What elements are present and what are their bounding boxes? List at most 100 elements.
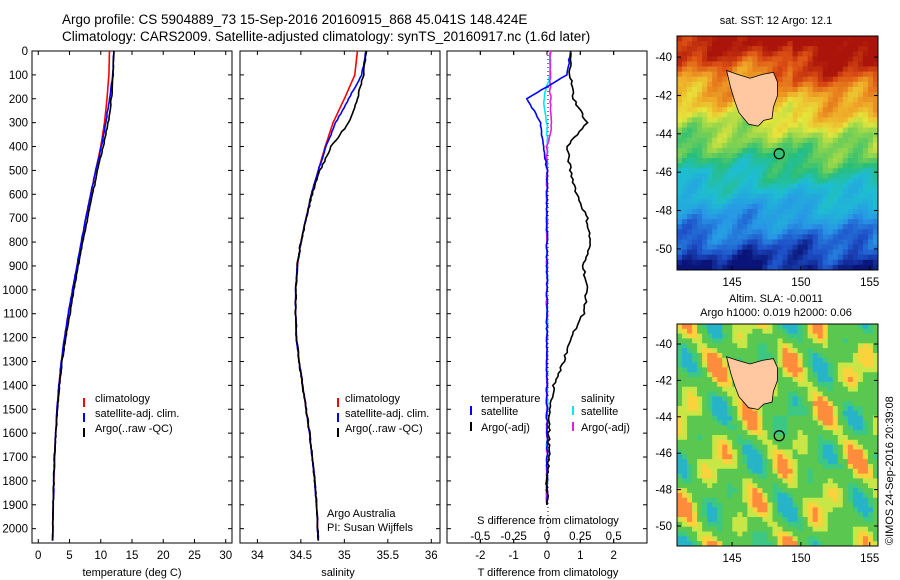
field-cell (837, 420, 844, 426)
field-cell (762, 459, 768, 465)
field-cell (737, 415, 743, 421)
field-cell (817, 198, 824, 205)
field-cell (762, 468, 768, 475)
field-cell (867, 147, 874, 154)
field-cell (817, 127, 824, 134)
field-cell (707, 483, 713, 489)
field-cell (762, 56, 768, 62)
field-cell (702, 229, 708, 235)
field-cell (677, 178, 683, 184)
field-cell (817, 444, 824, 450)
field-cell (737, 430, 743, 436)
field-cell (867, 102, 874, 108)
field-cell (787, 396, 793, 402)
field-cell (867, 86, 874, 93)
field-cell (682, 76, 688, 83)
field-cell (707, 449, 713, 455)
field-cell (762, 188, 768, 195)
field-cell (697, 483, 703, 489)
field-cell (822, 193, 829, 200)
field-cell (867, 406, 874, 412)
field-cell (792, 468, 799, 475)
field-cell (742, 348, 748, 354)
field-cell (747, 352, 753, 359)
field-cell (812, 473, 819, 479)
field-cell (727, 208, 733, 215)
field-cell (777, 396, 783, 402)
field-cell (807, 107, 814, 113)
field-cell (702, 81, 708, 88)
field-cell (712, 386, 718, 392)
field-cell (782, 102, 788, 108)
field-cell (797, 163, 804, 169)
field-cell (822, 536, 829, 542)
field-cell (727, 163, 733, 169)
field-cell (782, 420, 788, 426)
field-cell (702, 507, 708, 513)
field-cell (817, 478, 824, 484)
field-cell (847, 362, 854, 368)
field-cell (832, 372, 839, 378)
field-cell (812, 406, 819, 412)
field-cell (807, 420, 814, 426)
field-cell (712, 214, 718, 220)
field-cell (712, 97, 718, 103)
field-cell (692, 362, 698, 368)
field-cell (722, 473, 728, 479)
field-cell (832, 36, 839, 42)
field-cell (857, 81, 864, 88)
field-cell (832, 188, 839, 195)
field-cell (732, 224, 738, 230)
field-cell (727, 526, 733, 532)
field-cell (707, 203, 713, 210)
field-cell (682, 198, 688, 205)
field-cell (747, 468, 753, 475)
field-cell (782, 512, 788, 518)
field-cell (772, 536, 778, 542)
field-cell (837, 459, 844, 465)
field-cell (772, 444, 778, 450)
field-cell (852, 91, 859, 98)
field-cell (802, 193, 809, 200)
field-cell (772, 41, 778, 47)
field-cell (757, 147, 763, 154)
field-cell (822, 324, 829, 330)
field-cell (732, 147, 738, 154)
field-cell (717, 517, 723, 523)
field-cell (852, 468, 859, 475)
field-cell (802, 142, 809, 149)
field-cell (857, 158, 864, 164)
field-cell (812, 333, 819, 339)
temperature-legend: climatology satellite-adj. clim. Argo(..… (83, 393, 179, 437)
field-cell (787, 183, 793, 190)
field-cell (867, 463, 874, 470)
field-cell (782, 415, 788, 421)
field-cell (697, 51, 703, 57)
field-cell (807, 178, 814, 184)
field-cell (762, 163, 768, 169)
field-cell (687, 71, 693, 78)
field-cell (777, 234, 783, 240)
field-cell (857, 362, 864, 368)
field-cell (847, 444, 854, 450)
field-cell (762, 142, 768, 149)
field-cell (677, 410, 683, 417)
field-cell (727, 439, 733, 446)
field-cell (852, 541, 859, 547)
field-cell (737, 492, 743, 499)
field-cell (762, 483, 768, 489)
field-cell (802, 536, 809, 542)
field-cell (777, 444, 783, 450)
field-cell (872, 158, 879, 164)
field-cell (722, 391, 728, 397)
field-cell (712, 463, 718, 470)
field-cell (792, 338, 799, 344)
field-cell (847, 463, 854, 470)
field-cell (687, 86, 693, 93)
field-cell (687, 367, 693, 373)
field-cell (797, 463, 804, 470)
field-cell (682, 396, 688, 402)
field-cell (787, 333, 793, 339)
field-cell (847, 377, 854, 383)
